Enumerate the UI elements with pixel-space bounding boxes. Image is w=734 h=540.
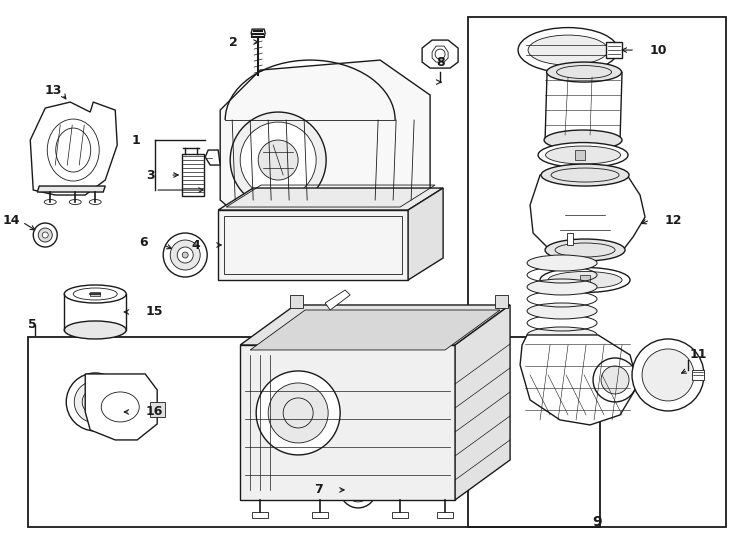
Circle shape bbox=[177, 247, 193, 263]
Polygon shape bbox=[251, 29, 265, 37]
Polygon shape bbox=[495, 295, 508, 308]
Text: 7: 7 bbox=[314, 483, 323, 496]
Ellipse shape bbox=[538, 143, 628, 167]
Text: 14: 14 bbox=[3, 213, 21, 226]
Ellipse shape bbox=[642, 349, 694, 401]
Ellipse shape bbox=[632, 339, 704, 411]
Ellipse shape bbox=[527, 279, 597, 295]
Text: 11: 11 bbox=[690, 348, 708, 361]
Bar bbox=[28, 337, 600, 527]
Ellipse shape bbox=[74, 381, 116, 423]
Polygon shape bbox=[545, 72, 622, 140]
Circle shape bbox=[170, 240, 200, 270]
Polygon shape bbox=[240, 345, 455, 500]
Polygon shape bbox=[325, 290, 350, 310]
Bar bbox=[224, 216, 402, 274]
Ellipse shape bbox=[90, 199, 101, 205]
Circle shape bbox=[340, 472, 376, 508]
Bar bbox=[567, 233, 573, 245]
Ellipse shape bbox=[527, 303, 597, 319]
Text: 4: 4 bbox=[192, 239, 200, 252]
Polygon shape bbox=[290, 295, 303, 308]
Ellipse shape bbox=[66, 373, 124, 431]
Circle shape bbox=[240, 122, 316, 198]
Text: 15: 15 bbox=[145, 306, 163, 319]
Circle shape bbox=[33, 223, 57, 247]
Circle shape bbox=[601, 366, 629, 394]
Polygon shape bbox=[530, 175, 645, 250]
Polygon shape bbox=[520, 335, 638, 425]
Polygon shape bbox=[37, 186, 105, 192]
Circle shape bbox=[182, 252, 188, 258]
Polygon shape bbox=[220, 192, 430, 220]
Text: 1: 1 bbox=[131, 133, 140, 146]
Bar bbox=[182, 154, 204, 196]
Ellipse shape bbox=[547, 62, 622, 82]
Circle shape bbox=[256, 371, 340, 455]
Bar bbox=[692, 370, 704, 380]
Polygon shape bbox=[250, 310, 500, 350]
Text: 5: 5 bbox=[28, 319, 37, 332]
Text: 13: 13 bbox=[45, 84, 62, 97]
Ellipse shape bbox=[69, 199, 81, 205]
Polygon shape bbox=[218, 188, 443, 210]
Text: 16: 16 bbox=[145, 406, 163, 419]
Ellipse shape bbox=[44, 199, 57, 205]
Ellipse shape bbox=[518, 28, 618, 72]
Ellipse shape bbox=[528, 35, 608, 65]
Circle shape bbox=[258, 140, 298, 180]
Polygon shape bbox=[455, 305, 510, 500]
Text: 3: 3 bbox=[147, 168, 155, 181]
Polygon shape bbox=[218, 210, 408, 280]
Text: 9: 9 bbox=[592, 515, 602, 529]
Circle shape bbox=[38, 228, 52, 242]
Text: 6: 6 bbox=[139, 235, 148, 248]
Ellipse shape bbox=[545, 239, 625, 261]
Ellipse shape bbox=[527, 327, 597, 343]
Ellipse shape bbox=[73, 288, 117, 300]
Circle shape bbox=[346, 478, 370, 502]
Circle shape bbox=[352, 484, 364, 496]
Ellipse shape bbox=[544, 130, 622, 150]
Ellipse shape bbox=[548, 272, 622, 288]
Polygon shape bbox=[422, 40, 458, 68]
Ellipse shape bbox=[65, 321, 126, 339]
Polygon shape bbox=[30, 102, 117, 195]
Bar bbox=[437, 512, 453, 518]
Polygon shape bbox=[85, 374, 157, 440]
Ellipse shape bbox=[545, 146, 620, 164]
Polygon shape bbox=[220, 60, 430, 230]
Circle shape bbox=[356, 488, 360, 492]
Bar bbox=[252, 512, 268, 518]
Circle shape bbox=[43, 232, 48, 238]
Polygon shape bbox=[240, 305, 510, 345]
Bar bbox=[580, 275, 590, 285]
Ellipse shape bbox=[540, 267, 630, 293]
Bar bbox=[606, 42, 622, 58]
Text: 10: 10 bbox=[650, 44, 667, 57]
Polygon shape bbox=[150, 402, 165, 417]
Circle shape bbox=[163, 233, 207, 277]
Circle shape bbox=[268, 383, 328, 443]
Polygon shape bbox=[206, 150, 220, 165]
Text: 2: 2 bbox=[230, 36, 238, 49]
Ellipse shape bbox=[541, 164, 629, 186]
Ellipse shape bbox=[527, 255, 597, 271]
Text: 8: 8 bbox=[436, 56, 444, 69]
Polygon shape bbox=[408, 188, 443, 280]
Bar bbox=[392, 512, 408, 518]
Bar bbox=[468, 17, 726, 527]
Polygon shape bbox=[90, 292, 101, 296]
Circle shape bbox=[230, 112, 326, 208]
Ellipse shape bbox=[65, 285, 126, 303]
Bar bbox=[575, 150, 585, 160]
Circle shape bbox=[593, 358, 637, 402]
Text: 12: 12 bbox=[665, 213, 683, 226]
Bar bbox=[312, 512, 328, 518]
